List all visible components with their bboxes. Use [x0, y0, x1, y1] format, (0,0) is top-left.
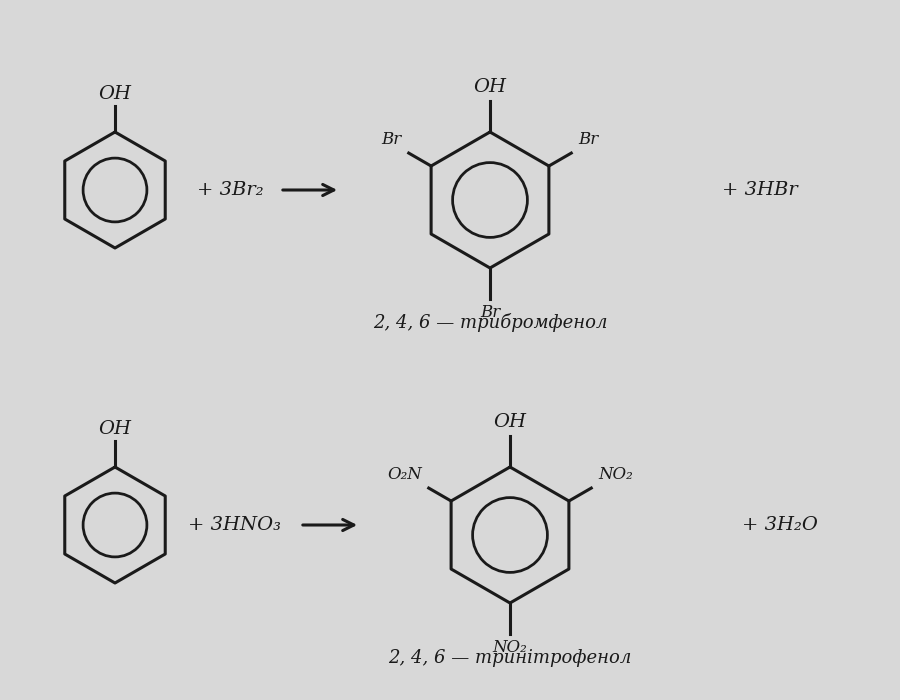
Text: Br: Br — [382, 131, 402, 148]
Text: OH: OH — [473, 78, 507, 96]
Text: + 3HBr: + 3HBr — [722, 181, 798, 199]
Text: + 3Br₂: + 3Br₂ — [197, 181, 264, 199]
Text: NO₂: NO₂ — [598, 466, 633, 482]
Text: NO₂: NO₂ — [492, 639, 527, 656]
Text: Br: Br — [578, 131, 599, 148]
Text: OH: OH — [493, 413, 526, 431]
Text: OH: OH — [98, 420, 131, 438]
Text: O₂N: O₂N — [387, 466, 422, 482]
Text: 2, 4, 6 — тринітрофенол: 2, 4, 6 — тринітрофенол — [388, 649, 632, 667]
Text: Br: Br — [480, 304, 500, 321]
Text: + 3HNO₃: + 3HNO₃ — [188, 516, 282, 534]
Text: 2, 4, 6 — трибромфенол: 2, 4, 6 — трибромфенол — [373, 314, 608, 332]
Text: + 3H₂O: + 3H₂O — [742, 516, 818, 534]
Text: OH: OH — [98, 85, 131, 103]
